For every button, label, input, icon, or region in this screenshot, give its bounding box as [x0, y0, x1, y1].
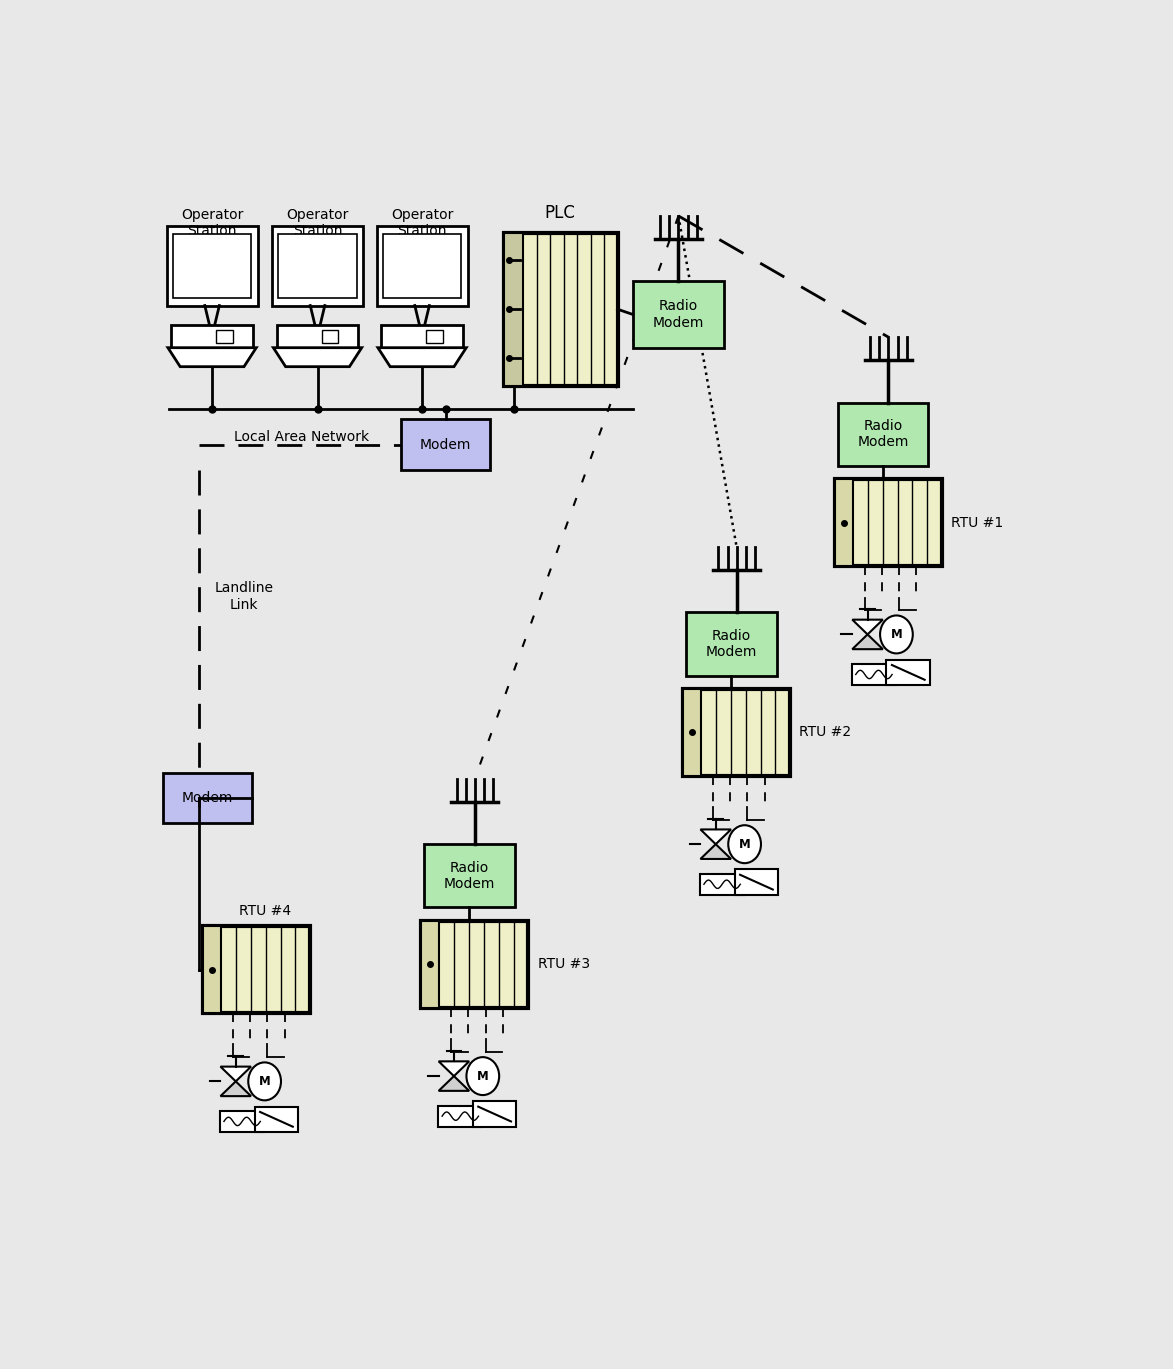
Text: RTU #2: RTU #2	[799, 726, 852, 739]
Polygon shape	[221, 1082, 251, 1097]
Bar	[423, 845, 515, 908]
Bar	[835, 479, 853, 565]
Text: M: M	[259, 1075, 271, 1088]
Text: RTU #1: RTU #1	[951, 516, 1003, 530]
Text: PLC: PLC	[544, 204, 576, 222]
Text: RTU #4: RTU #4	[239, 904, 291, 919]
Bar	[171, 324, 253, 348]
Bar	[473, 1102, 516, 1127]
Polygon shape	[168, 348, 256, 367]
Bar	[887, 660, 930, 684]
Text: Operator
Station: Operator Station	[286, 208, 348, 238]
Bar	[203, 927, 222, 1013]
Bar	[163, 772, 252, 823]
Text: Radio
Modem: Radio Modem	[857, 419, 909, 449]
Polygon shape	[700, 845, 731, 858]
Bar	[321, 330, 338, 342]
Bar	[421, 921, 528, 1008]
Circle shape	[467, 1057, 500, 1095]
Circle shape	[728, 826, 761, 864]
Bar	[221, 1110, 264, 1132]
Bar	[734, 869, 778, 895]
Bar	[203, 927, 310, 1013]
Bar	[700, 873, 744, 895]
Bar	[838, 402, 929, 465]
Bar	[216, 330, 232, 342]
Bar	[382, 234, 461, 298]
Bar	[167, 226, 258, 305]
Polygon shape	[439, 1061, 469, 1076]
Bar	[381, 324, 463, 348]
Polygon shape	[273, 348, 361, 367]
Bar	[633, 281, 724, 348]
Text: Local Area Network: Local Area Network	[233, 430, 368, 444]
Text: M: M	[890, 628, 902, 641]
Text: Operator
Station: Operator Station	[391, 208, 453, 238]
Polygon shape	[700, 830, 731, 845]
Polygon shape	[853, 620, 883, 634]
Text: Operator
Station: Operator Station	[181, 208, 243, 238]
Bar	[852, 664, 896, 684]
Polygon shape	[221, 1066, 251, 1082]
Polygon shape	[853, 634, 883, 649]
Bar	[835, 479, 942, 565]
Bar	[272, 226, 362, 305]
Bar	[377, 226, 468, 305]
Text: Radio
Modem: Radio Modem	[443, 861, 495, 891]
Text: Modem: Modem	[182, 791, 233, 805]
Text: M: M	[739, 838, 751, 850]
Bar	[426, 330, 442, 342]
Bar	[278, 234, 357, 298]
Bar	[255, 1106, 298, 1132]
Text: Landline
Link: Landline Link	[215, 582, 273, 612]
Text: Modem: Modem	[420, 438, 472, 452]
Text: RTU #3: RTU #3	[537, 957, 590, 972]
Bar	[277, 324, 359, 348]
Polygon shape	[378, 348, 466, 367]
Text: M: M	[477, 1069, 489, 1083]
Bar	[686, 612, 777, 675]
Bar	[683, 689, 701, 776]
Polygon shape	[439, 1076, 469, 1091]
Bar	[504, 233, 617, 386]
Text: Radio
Modem: Radio Modem	[652, 300, 704, 330]
Text: Radio
Modem: Radio Modem	[705, 628, 757, 658]
Bar	[439, 1106, 482, 1127]
Circle shape	[880, 616, 913, 653]
Bar	[683, 689, 791, 776]
Circle shape	[249, 1062, 282, 1101]
Bar	[401, 419, 490, 470]
Bar	[504, 233, 523, 386]
Bar	[421, 921, 440, 1008]
Bar	[172, 234, 251, 298]
